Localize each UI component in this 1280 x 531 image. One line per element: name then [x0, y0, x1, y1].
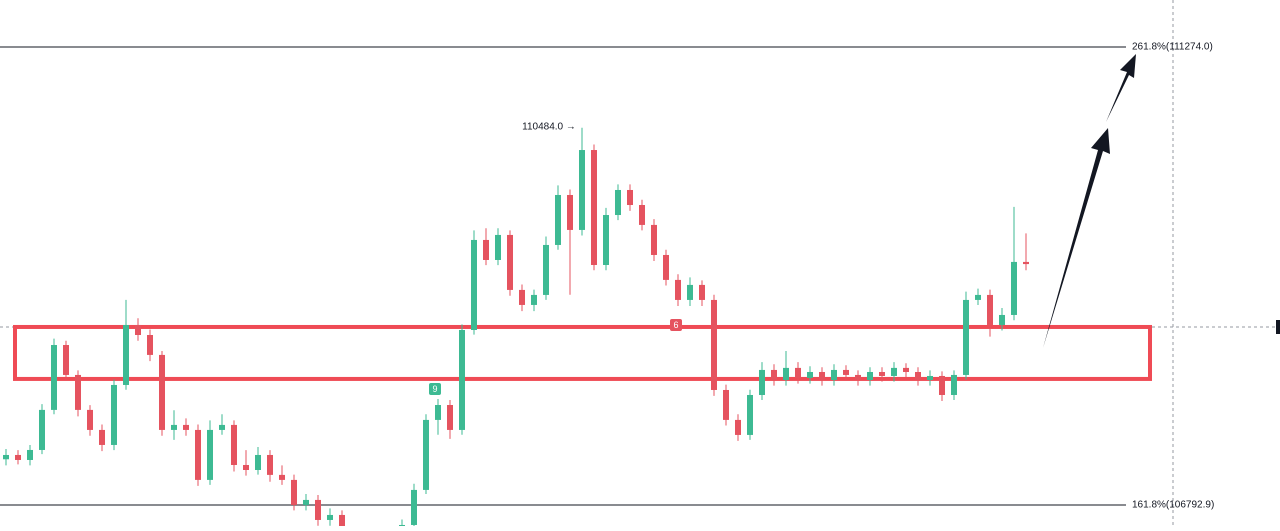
candle-body: [963, 299, 969, 375]
candle-body: [555, 194, 561, 245]
candle-body: [171, 424, 177, 430]
candle-body: [519, 289, 525, 305]
candle-body: [747, 394, 753, 435]
candle-body: [495, 234, 501, 260]
candle-body: [303, 499, 309, 505]
candle-body: [627, 189, 633, 206]
candle-body: [687, 284, 693, 300]
candle-body: [903, 367, 909, 372]
candle-body: [447, 405, 453, 430]
candle-body: [819, 371, 825, 380]
candle-body: [675, 279, 681, 300]
candle-body: [3, 454, 9, 460]
candle-body: [567, 194, 573, 230]
candle-body: [459, 329, 465, 430]
candle-body: [51, 345, 57, 410]
candle-body: [843, 369, 849, 375]
candle-body: [999, 314, 1005, 325]
candle-body: [867, 371, 873, 380]
candle-body: [579, 150, 585, 230]
candle-body: [123, 324, 129, 385]
candle-body: [987, 294, 993, 325]
candle-body: [483, 239, 489, 260]
candle-body: [543, 244, 549, 295]
candle-body: [231, 424, 237, 465]
peak-label: 110484.0 →: [522, 122, 576, 133]
candle-body: [147, 334, 153, 355]
candle-body: [339, 514, 345, 531]
candle-body: [927, 375, 933, 380]
candle-body: [255, 454, 261, 470]
price-scale-edge: [1276, 320, 1280, 334]
marker-badge: [670, 319, 682, 331]
candle-body: [663, 254, 669, 280]
candle-body: [759, 369, 765, 395]
fib-label: 261.8%(111274.0): [1132, 42, 1213, 53]
candle-body: [855, 374, 861, 380]
candle-body: [315, 499, 321, 520]
candle-body: [39, 409, 45, 450]
candle-body: [939, 375, 945, 395]
candle-body: [111, 384, 117, 445]
candle-body: [279, 474, 285, 480]
candle-body: [267, 454, 273, 475]
candle-body: [63, 345, 69, 375]
candle-body: [291, 479, 297, 505]
candle-body: [951, 374, 957, 395]
candle-body: [411, 489, 417, 525]
candle-body: [879, 371, 885, 376]
candle-body: [435, 405, 441, 420]
candle-body: [27, 449, 33, 460]
arrow-lower: [1043, 128, 1110, 348]
candle-body: [531, 294, 537, 305]
candle-body: [651, 224, 657, 255]
candle-body: [423, 419, 429, 490]
fib-label: 161.8%(106792.9): [1132, 500, 1214, 511]
candle-body: [591, 150, 597, 265]
candle-body: [807, 371, 813, 378]
candle-body: [975, 294, 981, 300]
candle-body: [831, 369, 837, 380]
marker-label: 6: [673, 320, 678, 330]
candle-body: [87, 409, 93, 430]
candle-body: [75, 374, 81, 410]
marker-badge: [429, 383, 441, 395]
candle-body: [195, 429, 201, 480]
candle-body: [99, 429, 105, 445]
candle-body: [699, 284, 705, 300]
candle-body: [723, 389, 729, 420]
candle-body: [783, 367, 789, 380]
candle-body: [771, 369, 777, 380]
candle-body: [327, 514, 333, 520]
candle-body: [15, 454, 21, 460]
marker-label: 9: [432, 384, 437, 394]
candle-body: [243, 464, 249, 470]
candle-body: [795, 367, 801, 378]
candle-body: [639, 205, 645, 225]
candle-body: [735, 419, 741, 435]
candle-body: [507, 234, 513, 290]
arrows: [1043, 54, 1136, 348]
zone: [13, 324, 1152, 381]
candle-body: [915, 371, 921, 380]
candle-body: [471, 239, 477, 330]
candle-body: [207, 429, 213, 480]
arrow-upper: [1106, 54, 1136, 122]
candle-body: [615, 189, 621, 216]
plot: 261.8%(111274.0) 161.8%(106792.9): [0, 42, 1214, 531]
candle-body: [219, 424, 225, 430]
candle-body: [891, 367, 897, 376]
candle-body: [183, 424, 189, 430]
candle-body: [1011, 261, 1017, 315]
candle-body: [135, 324, 141, 335]
candle-body: [711, 299, 717, 390]
candle-body: [159, 354, 165, 430]
candle-body: [603, 215, 609, 265]
candle-body: [1023, 261, 1029, 265]
